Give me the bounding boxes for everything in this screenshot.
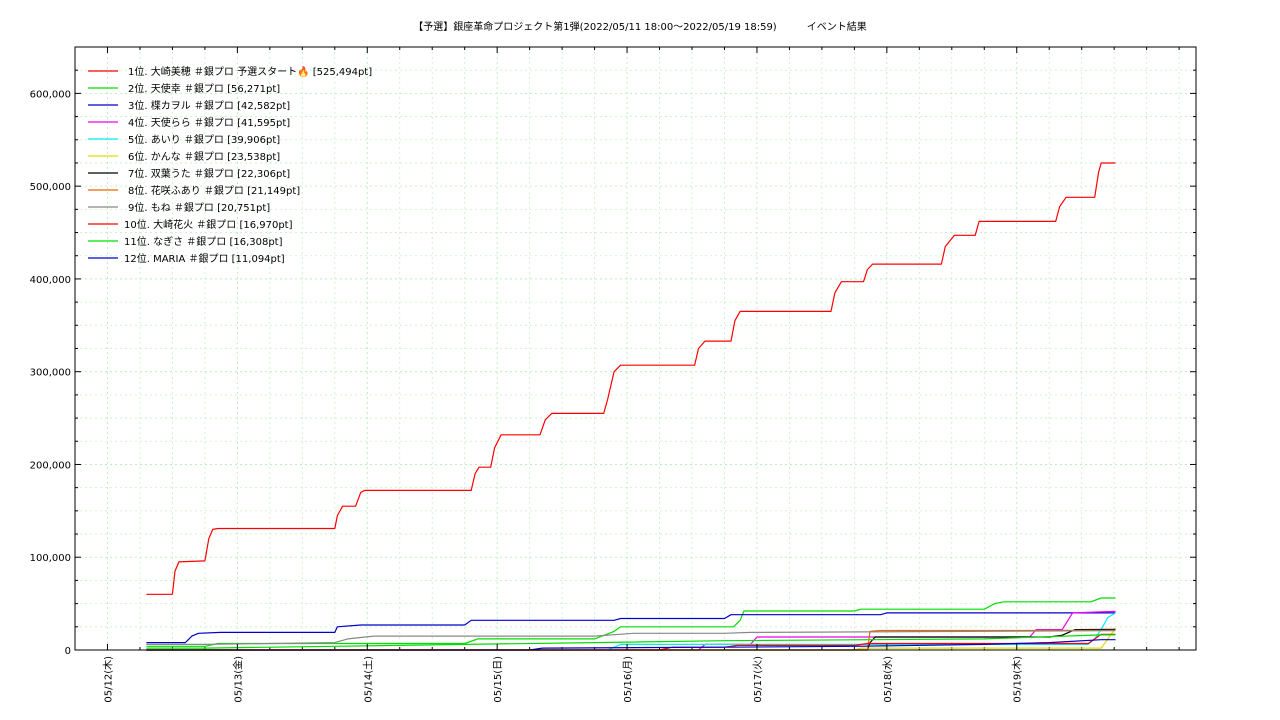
legend-entry-1: 1位. 大崎美穂 ＃銀プロ 予選スタート🔥 [525,494pt] — [128, 65, 372, 78]
x-tick-label: 05/12(木) — [102, 656, 114, 703]
legend-entry-8: 8位. 花咲ふあり ＃銀プロ [21,149pt] — [128, 184, 300, 197]
legend-entry-6: 6位. かんな ＃銀プロ [23,538pt] — [128, 150, 280, 163]
series-line-2 — [146, 597, 1116, 647]
legend-entry-11: 11位. なぎさ ＃銀プロ [16,308pt] — [124, 235, 283, 248]
legend-entry-10: 10位. 大崎花火 ＃銀プロ [16,970pt] — [124, 218, 293, 231]
legend-entry-3: 3位. 楪カヲル ＃銀プロ [42,582pt] — [128, 99, 290, 112]
x-axis: 05/12(木) 05/13(金) 05/14(土) 05/15(日) 05/16(月)… — [102, 47, 1024, 703]
series-line-10 — [146, 633, 1116, 651]
y-tick-label: 0 — [65, 646, 71, 657]
series-line-1 — [146, 162, 1116, 595]
legend-entry-2: 2位. 天使幸 ＃銀プロ [56,271pt] — [128, 82, 280, 95]
y-tick-label: 200,000 — [30, 460, 71, 471]
x-tick-label: 05/19(木) — [1012, 656, 1024, 703]
legend: 1位. 大崎美穂 ＃銀プロ 予選スタート🔥 [525,494pt] 2位. 天使幸… — [88, 65, 372, 265]
series-line-9 — [146, 630, 1116, 646]
y-axis: 0 100,000 200,000 300,000 400,000 500,000 600,… — [30, 89, 1196, 657]
legend-entry-7: 7位. 双葉うた ＃銀プロ [22,306pt] — [128, 167, 290, 180]
legend-entry-5: 5位. あいり ＃銀プロ [39,906pt] — [128, 133, 280, 146]
series-line-11 — [146, 634, 1116, 649]
y-tick-label: 400,000 — [30, 275, 71, 286]
y-tick-label: 600,000 — [30, 89, 71, 100]
x-tick-label: 05/16(月) — [622, 656, 634, 703]
plot-frame — [74, 46, 1197, 651]
legend-entry-9: 9位. もね ＃銀プロ [20,751pt] — [128, 201, 270, 214]
series-line-4 — [146, 610, 1116, 651]
chart-title: 【予選】銀座革命プロジェクト第1弾(2022/05/11 18:00～2022/… — [413, 20, 866, 33]
x-tick-label: 05/14(土) — [361, 656, 374, 703]
series-line-12 — [146, 639, 1116, 651]
y-tick-label: 100,000 — [30, 553, 71, 564]
legend-entry-12: 12位. MARIA ＃銀プロ [11,094pt] — [124, 252, 285, 265]
y-tick-label: 500,000 — [30, 182, 71, 193]
x-tick-label: 05/17(火) — [752, 656, 764, 703]
legend-entry-4: 4位. 天使らら ＃銀プロ [41,595pt] — [128, 116, 290, 129]
series-layer — [146, 162, 1116, 651]
x-tick-label: 05/18(水) — [882, 656, 894, 703]
grid-lines — [75, 47, 1196, 650]
series-line-3 — [146, 612, 1116, 644]
y-tick-label: 300,000 — [30, 368, 71, 379]
x-tick-label: 05/15(日) — [493, 656, 504, 703]
x-tick-label: 05/13(金) — [231, 656, 244, 703]
